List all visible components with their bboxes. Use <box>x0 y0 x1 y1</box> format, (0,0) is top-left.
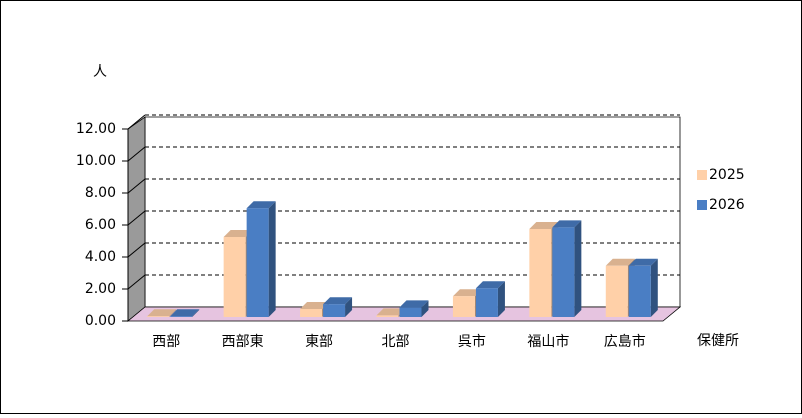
grid-line <box>127 274 146 290</box>
bar-side <box>268 201 276 317</box>
bar-top <box>376 308 406 316</box>
bar <box>552 227 575 317</box>
bar-top <box>223 230 253 237</box>
bar <box>376 315 399 317</box>
y-axis-label: 人 <box>93 64 107 80</box>
bar <box>605 265 628 317</box>
y-tick-label: 6.00 <box>85 217 116 233</box>
x-tick-label: 呉市 <box>458 333 486 350</box>
x-tick-label: 西部 <box>152 334 180 350</box>
y-tick-label: 0.00 <box>85 313 116 329</box>
bar-top <box>246 201 276 209</box>
bar-top <box>475 281 505 289</box>
bar <box>628 265 651 317</box>
bar-top <box>605 258 635 266</box>
bar-top <box>628 258 658 266</box>
bar-top <box>300 302 330 309</box>
y-tick-label: 10.00 <box>76 153 116 169</box>
bar <box>170 316 193 317</box>
bar-side <box>345 297 353 317</box>
y-tick-label: 2.00 <box>85 281 116 297</box>
bar <box>246 208 269 317</box>
x-tick-label: 西部東 <box>222 334 264 350</box>
grid-line <box>127 242 146 258</box>
legend-label: 2025 <box>709 167 745 183</box>
bar-side <box>169 309 177 317</box>
legend-swatch <box>697 200 707 210</box>
bar-top <box>552 220 582 228</box>
x-axis-label: 保健所 <box>697 333 739 349</box>
bar-side <box>650 258 658 317</box>
legend-swatch <box>697 170 707 180</box>
bar-side <box>421 300 429 317</box>
grid-line <box>127 178 146 194</box>
bar-top <box>529 222 559 229</box>
bar <box>300 309 323 317</box>
bar <box>223 237 246 317</box>
bar <box>399 307 422 317</box>
bar-side <box>192 309 200 317</box>
grid-line <box>127 210 146 226</box>
bar-side <box>574 220 582 317</box>
side-wall <box>127 116 146 322</box>
x-tick-label: 北部 <box>382 334 410 350</box>
legend-label: 2026 <box>709 197 745 213</box>
bar-top <box>399 300 429 308</box>
y-tick-label: 4.00 <box>85 249 116 265</box>
bar-top <box>323 297 353 305</box>
grid-line <box>127 146 146 162</box>
bar <box>323 304 346 317</box>
bar <box>529 229 552 317</box>
bar-side <box>497 281 505 317</box>
bar <box>475 288 498 317</box>
x-tick-label: 広島市 <box>604 333 646 350</box>
grid-line <box>127 114 146 130</box>
bar-top <box>147 309 177 317</box>
bar-top <box>452 289 482 297</box>
bar <box>452 296 475 317</box>
y-tick-label: 12.00 <box>76 121 116 137</box>
x-tick-label: 東部 <box>305 334 333 350</box>
y-tick-label: 8.00 <box>85 185 116 201</box>
bar-top <box>170 309 200 317</box>
bar <box>147 316 170 317</box>
x-tick-label: 福山市 <box>527 333 569 350</box>
